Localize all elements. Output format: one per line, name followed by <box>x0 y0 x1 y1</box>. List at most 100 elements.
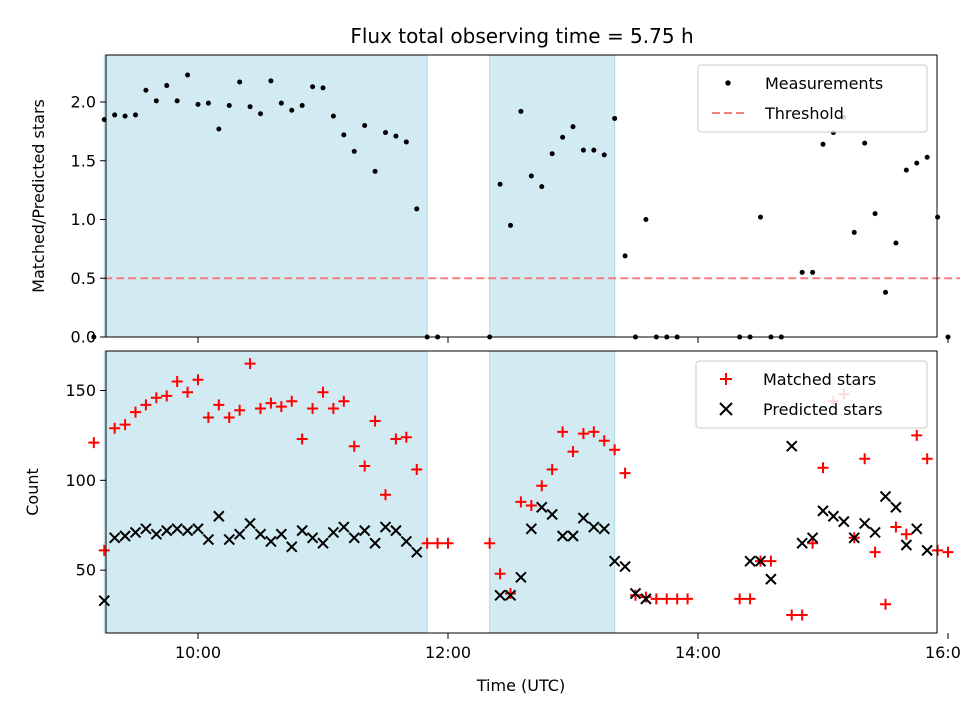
matched-star-point <box>536 480 548 492</box>
highlight-span-2 <box>489 350 616 634</box>
matched-star-point <box>98 544 110 556</box>
predicted-star-point <box>244 517 256 530</box>
matched-star-point <box>515 496 527 508</box>
matched-star-point <box>890 521 902 533</box>
predicted-star-point <box>348 532 360 544</box>
matched-star-point <box>911 429 923 441</box>
measurement-point <box>372 168 378 174</box>
highlight-span-1 <box>103 54 428 338</box>
predicted-star-point <box>379 521 392 533</box>
measurement-point <box>518 108 524 114</box>
measurement-point <box>205 100 211 106</box>
predicted-star-point <box>786 440 798 452</box>
matched-star-point <box>130 406 141 418</box>
matched-star-point <box>921 453 933 465</box>
predicted-star-point <box>744 555 756 567</box>
predicted-star-point <box>640 593 652 605</box>
matched-star-point <box>296 433 308 445</box>
matched-star-point <box>505 587 516 599</box>
top-measurement-points <box>91 72 951 340</box>
measurement-point <box>362 123 368 128</box>
predicted-star-point <box>911 523 923 535</box>
measurement-point <box>268 78 274 84</box>
predicted-star-point <box>796 537 808 549</box>
matched-star-point <box>807 537 819 549</box>
predicted-star-point <box>848 532 860 544</box>
predicted-star-point <box>536 501 548 513</box>
bottom-y-tick-label: 100 <box>65 471 96 490</box>
predicted-star-point <box>411 546 423 558</box>
matched-star-point <box>380 489 391 501</box>
top-legend: Measurements Threshold <box>697 64 928 133</box>
x-tick-label: 12:00 <box>425 643 471 662</box>
measurement-point <box>528 173 534 179</box>
bottom-y-tick-label: 50 <box>76 561 96 580</box>
measurement-point <box>195 101 201 107</box>
measurement-point <box>560 134 566 140</box>
predicted-star-point <box>358 524 371 537</box>
bottom-y-axis-label: Count <box>23 468 42 516</box>
measurement-point <box>153 98 159 104</box>
predicted-star-point <box>765 573 777 585</box>
predicted-star-point <box>494 589 506 601</box>
legend-marker-measurements <box>725 80 731 86</box>
predicted-star-point <box>161 524 173 537</box>
matched-star-point <box>286 395 298 407</box>
top-y-tick-label: 1.0 <box>71 210 96 229</box>
measurement-point <box>351 148 357 154</box>
measurement-point <box>799 269 805 275</box>
matched-star-point <box>244 358 256 370</box>
matched-star-point <box>744 593 756 605</box>
matched-star-point <box>661 593 673 605</box>
predicted-star-point <box>129 526 142 539</box>
predicted-star-point <box>546 508 558 521</box>
bottom-predicted-points <box>98 440 933 607</box>
matched-star-point <box>619 467 631 479</box>
predicted-star-point <box>556 530 569 542</box>
measurement-point <box>299 103 305 109</box>
predicted-star-point <box>619 560 631 573</box>
top-y-tick-label: 2.0 <box>71 93 96 112</box>
predicted-star-point <box>879 490 892 503</box>
predicted-star-point <box>317 537 329 549</box>
matched-star-point <box>442 537 454 549</box>
bottom-y-axis: 50 100 150 <box>65 381 106 580</box>
predicted-star-point <box>286 541 298 553</box>
matched-star-point <box>317 386 329 398</box>
measurement-point <box>320 85 326 91</box>
measurement-point <box>570 124 576 130</box>
predicted-star-point <box>369 537 381 549</box>
measurement-point <box>330 113 336 119</box>
matched-star-point <box>411 464 423 476</box>
predicted-star-point <box>265 535 277 548</box>
measurement-point <box>278 100 284 106</box>
top-y-axis-label: Matched/Predicted stars <box>29 99 48 293</box>
matched-star-point <box>234 404 246 416</box>
matched-star-point <box>400 431 412 443</box>
highlight-span-2 <box>489 54 616 338</box>
predicted-star-point <box>588 521 600 533</box>
matched-star-point <box>171 376 183 388</box>
measurement-point <box>851 229 857 235</box>
measurement-point <box>591 147 597 153</box>
matched-star-point <box>348 440 360 452</box>
measurement-point <box>862 140 868 146</box>
measurement-point <box>112 112 118 118</box>
measurement-point <box>601 152 607 158</box>
measurement-point <box>810 269 816 275</box>
predicted-star-point <box>181 524 194 537</box>
predicted-star-point <box>577 512 590 524</box>
predicted-star-point <box>900 539 913 551</box>
predicted-star-point <box>108 532 121 544</box>
matched-star-point <box>432 537 444 549</box>
matched-star-point <box>192 374 204 386</box>
predicted-star-point <box>400 535 413 548</box>
matched-star-point <box>682 593 694 605</box>
measurement-point <box>226 103 232 109</box>
predicted-star-point <box>140 523 152 535</box>
predicted-star-point <box>223 533 235 546</box>
matched-star-point <box>338 395 350 407</box>
x-tick-label: 14:00 <box>675 643 721 662</box>
measurement-point <box>903 167 909 173</box>
